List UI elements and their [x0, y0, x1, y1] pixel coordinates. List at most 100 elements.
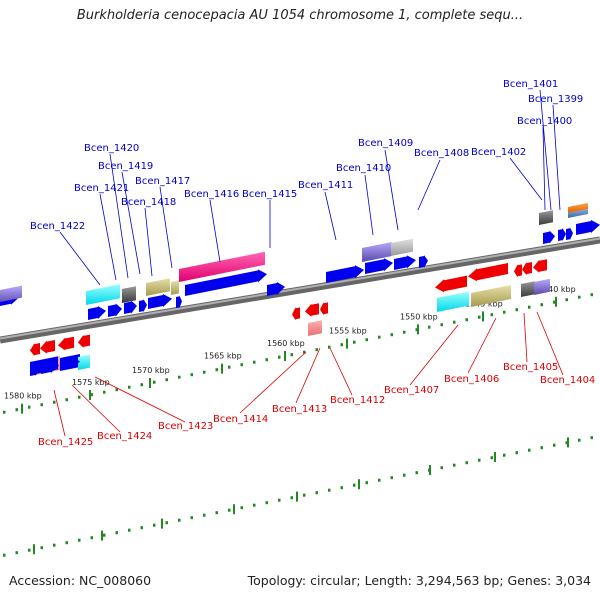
- reverse-gene-arrow: [30, 343, 40, 357]
- lower-scale-track-dot: [15, 551, 18, 555]
- upper-scale-track-dot: [215, 368, 218, 372]
- lower-scale-track-dot: [190, 516, 193, 520]
- upper-scale-track-dot: [228, 365, 231, 369]
- upper-scale-track-dot: [528, 305, 531, 309]
- forward-gene-arrow: [419, 255, 428, 269]
- forward-feature-box: [122, 286, 136, 303]
- lower-scale-track-dot: [390, 476, 393, 480]
- lower-scale-track-dot: [415, 471, 418, 475]
- upper-scale-track-dot: [378, 335, 381, 339]
- upper-scale-track-dot: [503, 310, 506, 314]
- upper-scale-track-dot: [303, 350, 306, 354]
- upper-scale-track-dot: [340, 343, 343, 347]
- reverse-gene-label: Bcen_1412: [330, 395, 385, 406]
- scale-tick-label: 1570 kbp: [132, 366, 170, 375]
- upper-scale-track-dot: [165, 378, 168, 382]
- forward-feature-box: [171, 280, 179, 295]
- forward-gene-label: Bcen_1402: [471, 147, 526, 158]
- forward-gene-label: Bcen_1416: [184, 189, 239, 200]
- forward-gene-arrow: [62, 357, 80, 370]
- forward-leader-line: [509, 157, 543, 201]
- scale-tick-label: 1575 kbp: [72, 378, 110, 387]
- lower-scale-track-dot: [403, 473, 406, 477]
- forward-gene-label: Bcen_1419: [98, 161, 153, 172]
- reverse-leader-line: [94, 376, 186, 423]
- upper-scale-track-dot: [53, 400, 56, 404]
- reverse-gene-label: Bcen_1413: [272, 404, 327, 415]
- upper-scale-track-dot: [115, 388, 118, 392]
- lower-scale-track-dot: [590, 436, 593, 440]
- reverse-leader-line: [523, 312, 528, 363]
- lower-scale-track-dot: [53, 543, 56, 547]
- upper-scale-track: [3, 293, 593, 414]
- lower-scale-track-dot: [353, 483, 356, 487]
- forward-gene-arrow: [139, 299, 147, 313]
- upper-scale-track-dot: [265, 358, 268, 362]
- backbone-highlight: [0, 237, 600, 340]
- upper-scale-track-dot: [15, 408, 18, 412]
- lower-scale-track-dot: [278, 498, 281, 502]
- reverse-gene-arrow: [514, 264, 522, 278]
- reverse-leader-line: [53, 389, 66, 437]
- reverse-feature-box: [521, 281, 535, 297]
- lower-scale-track-dot: [28, 548, 31, 552]
- reverse-gene-arrow: [292, 307, 300, 321]
- forward-feature-box: [539, 210, 553, 225]
- reverse-gene-label: Bcen_1407: [384, 385, 439, 396]
- upper-scale-track-dot: [490, 313, 493, 317]
- lower-scale-track-dot: [540, 446, 543, 450]
- forward-gene-label: Bcen_1417: [135, 176, 190, 187]
- upper-scale-track-dot: [190, 373, 193, 377]
- forward-leader-line: [121, 171, 141, 275]
- lower-scale-track-dot: [315, 491, 318, 495]
- upper-scale-track-dot: [128, 385, 131, 389]
- lower-scale-track-dot: [340, 486, 343, 490]
- lower-scale-track: [3, 436, 593, 557]
- forward-gene-arrow: [41, 361, 59, 374]
- forward-leader-line: [384, 149, 399, 231]
- reverse-gene-arrow: [320, 302, 328, 316]
- lower-scale-track-dot: [65, 541, 68, 545]
- lower-scale-track-dot: [203, 513, 206, 517]
- forward-leader-line: [324, 191, 337, 241]
- upper-scale-track-dot: [3, 410, 6, 414]
- forward-leader-line: [542, 126, 546, 211]
- upper-scale-track-dot: [578, 295, 581, 299]
- forward-feature-box: [362, 242, 392, 262]
- lower-scale-track-dot: [465, 461, 468, 465]
- forward-leader-line: [159, 186, 173, 269]
- upper-scale-track-dot: [28, 405, 31, 409]
- lower-scale-track-dot: [265, 501, 268, 505]
- upper-scale-track-dot: [78, 395, 81, 399]
- reverse-gene-arrow: [58, 336, 74, 351]
- lower-scale-track-dot: [328, 488, 331, 492]
- reverse-leader-line: [71, 384, 121, 433]
- forward-leader-line: [109, 153, 129, 279]
- reverse-gene-label: Bcen_1406: [444, 374, 499, 385]
- scale-tick-label: 1580 kbp: [4, 392, 42, 401]
- lower-scale-track-dot: [290, 496, 293, 500]
- forward-leader-line: [364, 174, 374, 236]
- lower-scale-track-dot: [378, 478, 381, 482]
- upper-scale-track-dot: [365, 338, 368, 342]
- upper-scale-track-dot: [453, 320, 456, 324]
- upper-scale-track-dot: [140, 383, 143, 387]
- upper-scale-track-dot: [390, 333, 393, 337]
- scale-tick-label: 1565 kbp: [204, 352, 242, 361]
- reverse-feature-box: [534, 278, 550, 295]
- forward-gene-arrow: [88, 306, 106, 320]
- forward-gene-label: Bcen_1408: [414, 148, 469, 159]
- map-title: Burkholderia cenocepacia AU 1054 chromos…: [76, 8, 524, 23]
- reverse-feature-box: [78, 354, 90, 370]
- forward-gene-label: Bcen_1400: [517, 116, 572, 127]
- forward-feature-box: [146, 278, 170, 296]
- reverse-leader-line: [295, 347, 321, 404]
- forward-gene-label: Bcen_1409: [358, 138, 413, 149]
- reverse-gene-label: Bcen_1404: [540, 375, 595, 386]
- scale-tick-label: 1550 kbp: [400, 312, 438, 321]
- forward-feature-box: [86, 284, 120, 305]
- reverse-gene-label: Bcen_1414: [213, 414, 268, 425]
- forward-gene-arrow: [576, 220, 600, 235]
- forward-feature-box: [0, 285, 22, 302]
